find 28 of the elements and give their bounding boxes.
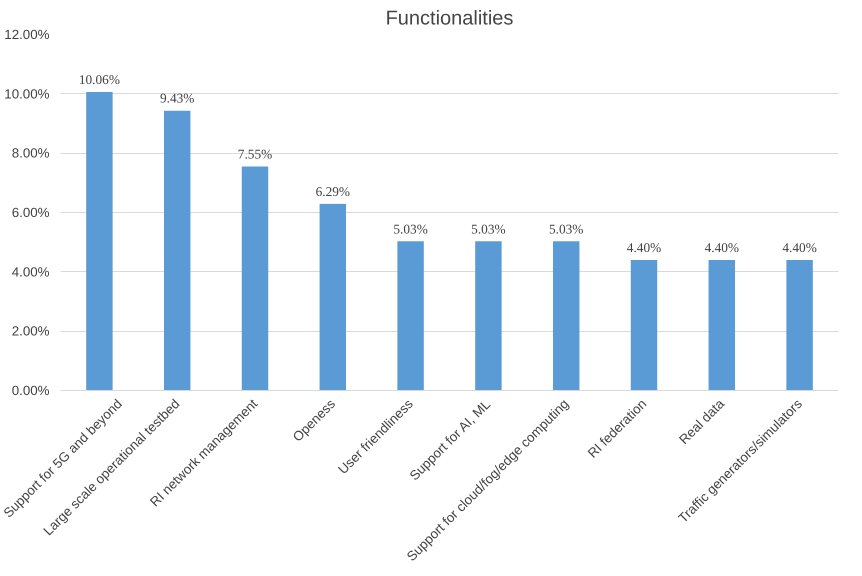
bar <box>630 260 658 390</box>
y-tick-label: 4.00% <box>12 264 50 280</box>
y-tick-label: 10.00% <box>4 86 50 102</box>
y-tick-label: 0.00% <box>12 383 50 398</box>
data-label: 10.06% <box>78 72 120 88</box>
bar <box>708 260 736 390</box>
bar <box>552 241 580 390</box>
data-label: 7.55% <box>238 146 272 162</box>
data-label: 5.03% <box>548 221 584 236</box>
bar <box>320 204 346 390</box>
data-label: 4.40% <box>704 240 740 255</box>
bar <box>242 166 268 390</box>
bar <box>475 241 502 390</box>
y-tick-label: 8.00% <box>12 146 50 161</box>
bar <box>786 260 813 390</box>
data-label: 4.40% <box>782 240 817 255</box>
bar <box>397 241 424 390</box>
data-label: 6.29% <box>316 184 350 199</box>
data-label: 5.03% <box>471 221 506 236</box>
y-tick-label: 6.00% <box>12 205 50 220</box>
data-label: 5.03% <box>393 221 428 236</box>
data-label: 4.40% <box>626 240 662 255</box>
y-tick-label: 12.00% <box>4 27 50 42</box>
y-tick-label: 2.00% <box>12 324 50 339</box>
bar <box>164 110 190 390</box>
data-label: 9.43% <box>160 90 194 106</box>
bar <box>86 92 113 390</box>
chart-title: Functionalities <box>386 8 514 30</box>
